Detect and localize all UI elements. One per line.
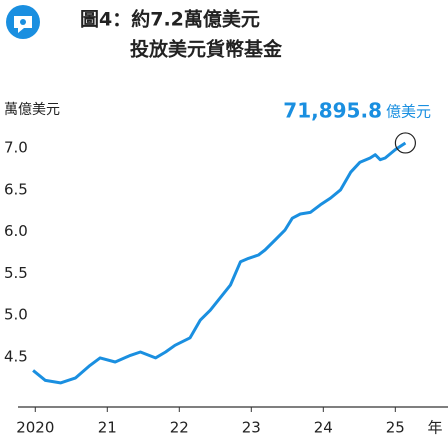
chart-title: 圖4：約7.2萬億美元	[80, 8, 260, 31]
x-tick-label: 22	[170, 419, 189, 437]
chart-subtitle: 投放美元貨幣基金	[130, 38, 283, 61]
y-tick-label: 4.5	[4, 348, 28, 366]
end-marker	[394, 132, 416, 154]
x-tick-label: 25	[386, 419, 405, 437]
y-tick-label: 5.0	[4, 306, 28, 324]
line	[32, 141, 407, 385]
x-tick-label: 23	[242, 419, 261, 437]
y-tick-label: 5.5	[4, 264, 28, 282]
logo	[6, 5, 40, 39]
y-axis-label: 萬億美元	[4, 102, 60, 118]
x-tick-label: 24	[314, 419, 333, 437]
y-tick-label: 7.0	[4, 138, 28, 156]
annotation-unit: 億美元	[386, 103, 431, 121]
x-axis-label: 年	[427, 419, 442, 437]
y-tick-label: 6.5	[4, 180, 28, 198]
annotation-number: 71,895.8	[283, 99, 382, 123]
x-tick-label: 21	[98, 419, 117, 437]
x-tick-label: 2020	[16, 419, 54, 437]
y-tick-label: 6.0	[4, 222, 28, 240]
